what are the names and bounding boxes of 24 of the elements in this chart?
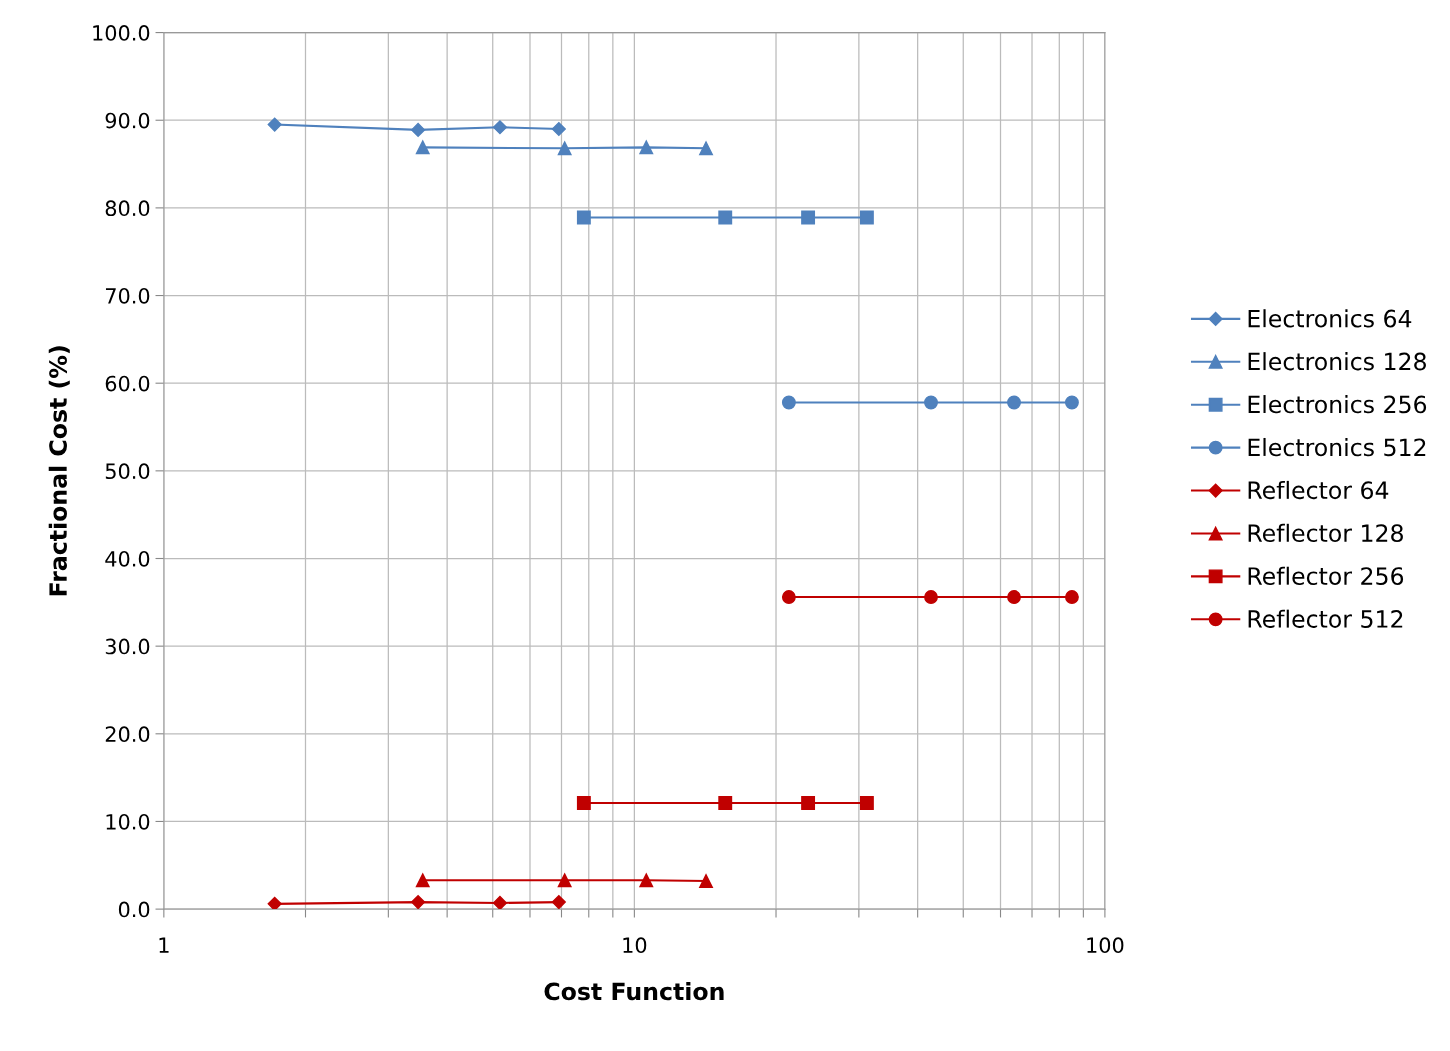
legend-label: Electronics 64 (1248, 309, 1412, 328)
y-tick-label: 80.0 (105, 200, 150, 217)
y-tick-label: 50.0 (105, 463, 150, 480)
y-tick-label: 70.0 (105, 287, 150, 304)
y-tick-label: 100.0 (93, 25, 150, 41)
x-tick-label: 100 (1087, 937, 1124, 954)
y-axis-title: Fractional Cost (%) (48, 346, 70, 596)
legend-label: Reflector 64 (1248, 480, 1389, 500)
y-tick-label: 90.0 (105, 112, 150, 129)
legend-label: Electronics 128 (1248, 352, 1426, 371)
legend-label: Electronics 256 (1248, 395, 1427, 414)
legend-label: Reflector 512 (1248, 609, 1403, 628)
legend-label: Reflector 256 (1248, 566, 1404, 585)
x-axis-title: Cost Function (544, 982, 724, 1001)
y-tick-label: 60.0 (105, 375, 150, 392)
legend-label: Reflector 128 (1248, 523, 1403, 543)
x-tick-label: 1 (159, 937, 169, 953)
y-tick-label: 40.0 (105, 550, 150, 567)
y-tick-label: 10.0 (106, 813, 150, 830)
legend-label: Electronics 512 (1248, 437, 1426, 457)
x-tick-label: 10 (623, 937, 647, 954)
y-tick-label: 20.0 (105, 726, 150, 743)
y-tick-label: 0.0 (118, 901, 150, 918)
y-tick-label: 30.0 (105, 638, 150, 655)
